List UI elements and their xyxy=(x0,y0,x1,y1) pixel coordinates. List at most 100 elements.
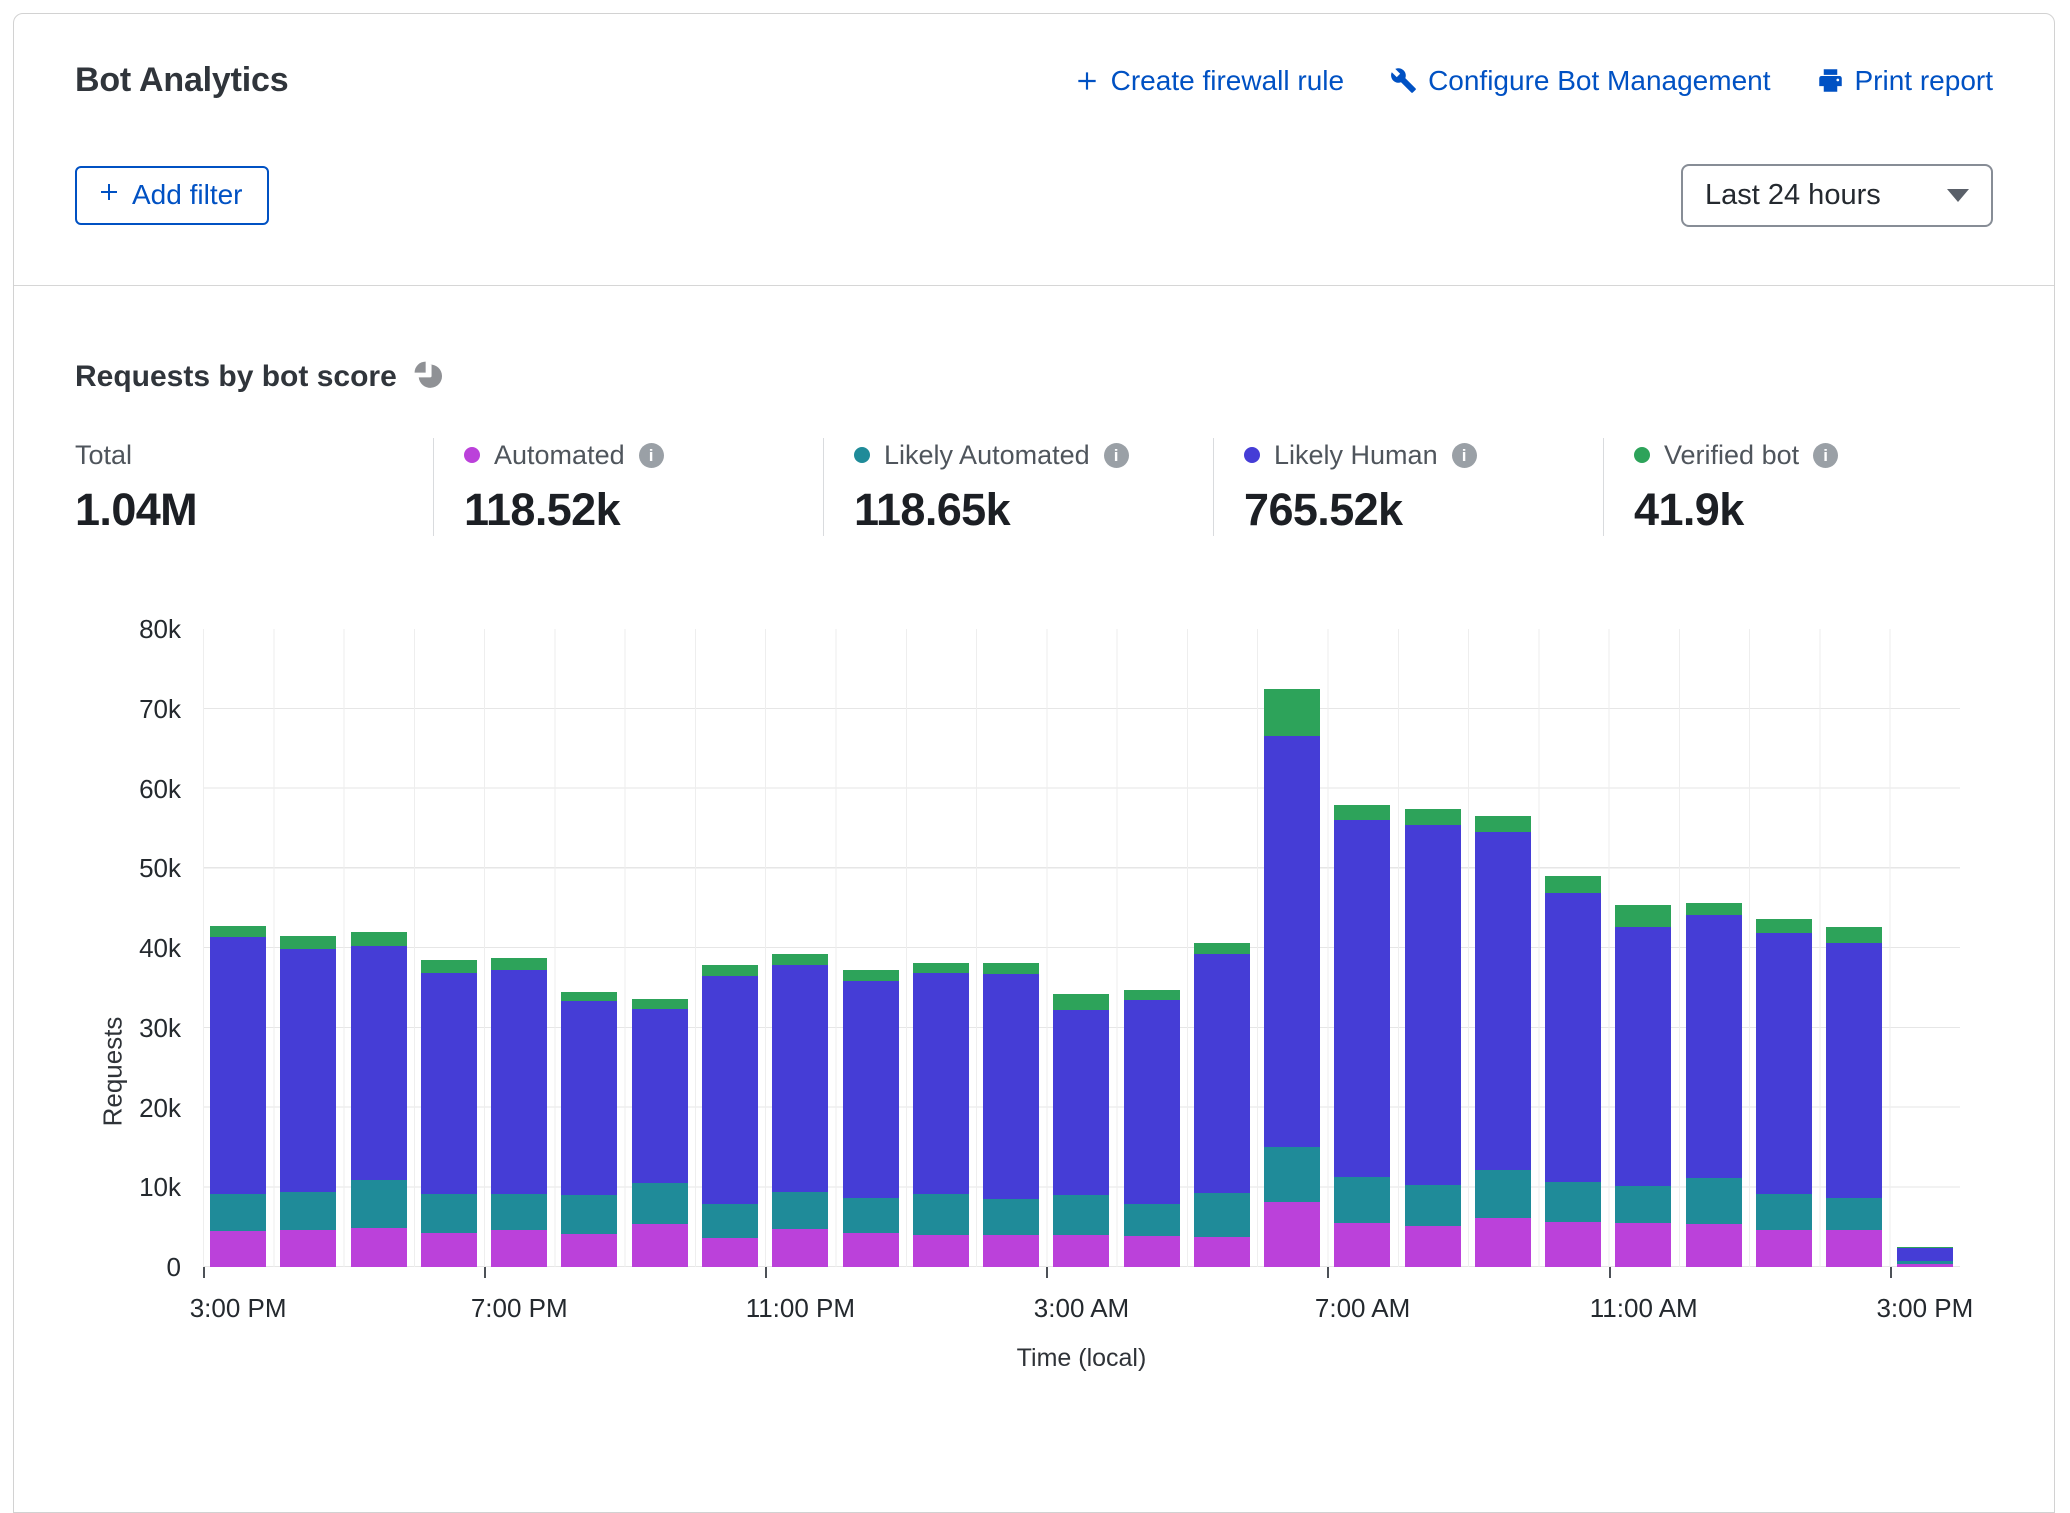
bar-4-00-pm[interactable] xyxy=(280,936,337,1267)
bar-segment-likely-human[interactable] xyxy=(1404,825,1461,1185)
bar-segment-likely-automated[interactable] xyxy=(1123,1204,1180,1236)
bar-segment-verified-bot[interactable] xyxy=(701,964,758,976)
bar-segment-automated[interactable] xyxy=(1755,1229,1812,1267)
bar-segment-likely-human[interactable] xyxy=(701,975,758,1205)
bar-segment-likely-automated[interactable] xyxy=(210,1194,267,1232)
bar-3-00-am[interactable] xyxy=(1053,994,1110,1267)
bar-segment-likely-automated[interactable] xyxy=(280,1192,337,1230)
bar-segment-likely-automated[interactable] xyxy=(912,1194,969,1236)
bar-segment-verified-bot[interactable] xyxy=(210,925,267,937)
bar-segment-automated[interactable] xyxy=(350,1227,407,1267)
bar-segment-verified-bot[interactable] xyxy=(1545,876,1602,893)
bar-10-00-am[interactable] xyxy=(1545,876,1602,1267)
bar-segment-automated[interactable] xyxy=(772,1228,829,1267)
bar-3-00-pm[interactable] xyxy=(210,925,267,1267)
bar-segment-verified-bot[interactable] xyxy=(1334,805,1391,820)
bar-segment-verified-bot[interactable] xyxy=(772,954,829,965)
bar-segment-likely-automated[interactable] xyxy=(1826,1198,1883,1231)
bar-segment-verified-bot[interactable] xyxy=(842,970,899,981)
bar-2-00-am[interactable] xyxy=(983,963,1040,1267)
bar-segment-likely-human[interactable] xyxy=(772,964,829,1193)
bar-segment-verified-bot[interactable] xyxy=(280,936,337,949)
bar-segment-likely-human[interactable] xyxy=(1685,915,1742,1179)
bar-segment-likely-automated[interactable] xyxy=(1474,1169,1531,1218)
bar-9-00-am[interactable] xyxy=(1474,816,1531,1267)
bar-segment-verified-bot[interactable] xyxy=(1896,1247,1953,1248)
bar-1-00-pm[interactable] xyxy=(1755,919,1812,1267)
bar-segment-likely-automated[interactable] xyxy=(1193,1192,1250,1237)
bar-segment-likely-automated[interactable] xyxy=(1685,1178,1742,1224)
bar-segment-automated[interactable] xyxy=(1123,1235,1180,1267)
bar-segment-verified-bot[interactable] xyxy=(631,999,688,1009)
bar-segment-likely-automated[interactable] xyxy=(561,1195,618,1234)
bar-segment-likely-automated[interactable] xyxy=(420,1194,477,1233)
bar-segment-automated[interactable] xyxy=(1896,1263,1953,1267)
bar-segment-likely-automated[interactable] xyxy=(491,1193,548,1231)
bar-segment-likely-human[interactable] xyxy=(912,972,969,1195)
bar-10-00-pm[interactable] xyxy=(701,964,758,1267)
bar-segment-automated[interactable] xyxy=(983,1235,1040,1267)
bar-segment-likely-automated[interactable] xyxy=(631,1183,688,1224)
bar-3-00-pm[interactable] xyxy=(1896,1247,1953,1267)
bar-segment-automated[interactable] xyxy=(912,1235,969,1267)
bar-1-00-am[interactable] xyxy=(912,963,969,1267)
bar-segment-verified-bot[interactable] xyxy=(1474,816,1531,832)
bar-segment-likely-automated[interactable] xyxy=(983,1199,1040,1236)
bar-segment-likely-automated[interactable] xyxy=(1404,1184,1461,1227)
bar-6-00-am[interactable] xyxy=(1264,688,1321,1267)
bar-segment-verified-bot[interactable] xyxy=(561,991,618,1002)
bar-segment-automated[interactable] xyxy=(631,1223,688,1267)
bar-segment-automated[interactable] xyxy=(1685,1223,1742,1267)
bar-segment-automated[interactable] xyxy=(1615,1223,1672,1267)
bar-segment-likely-human[interactable] xyxy=(631,1008,688,1184)
info-icon[interactable] xyxy=(1451,442,1477,468)
bar-segment-likely-human[interactable] xyxy=(350,946,407,1181)
bar-segment-verified-bot[interactable] xyxy=(491,957,548,971)
bar-segment-likely-human[interactable] xyxy=(842,980,899,1199)
bar-segment-verified-bot[interactable] xyxy=(1615,904,1672,928)
bar-segment-likely-automated[interactable] xyxy=(842,1198,899,1233)
bar-segment-likely-human[interactable] xyxy=(280,948,337,1193)
bar-segment-likely-human[interactable] xyxy=(1123,999,1180,1205)
bar-segment-automated[interactable] xyxy=(491,1230,548,1267)
info-icon[interactable] xyxy=(1103,442,1129,468)
create-firewall-rule-link[interactable]: Create firewall rule xyxy=(1074,65,1344,97)
bar-segment-likely-human[interactable] xyxy=(561,1001,618,1196)
bar-segment-verified-bot[interactable] xyxy=(420,960,477,973)
bar-segment-likely-human[interactable] xyxy=(1896,1247,1953,1261)
info-icon[interactable] xyxy=(1813,442,1839,468)
bar-segment-automated[interactable] xyxy=(842,1232,899,1267)
bar-segment-automated[interactable] xyxy=(1053,1235,1110,1267)
bar-segment-likely-human[interactable] xyxy=(1474,831,1531,1170)
bar-segment-likely-human[interactable] xyxy=(1826,943,1883,1199)
bar-segment-likely-automated[interactable] xyxy=(1053,1195,1110,1236)
bar-segment-likely-human[interactable] xyxy=(1755,932,1812,1195)
bar-7-00-am[interactable] xyxy=(1334,805,1391,1267)
bar-segment-likely-automated[interactable] xyxy=(1896,1260,1953,1264)
bar-8-00-pm[interactable] xyxy=(561,991,618,1267)
bar-segment-likely-human[interactable] xyxy=(983,973,1040,1200)
bar-11-00-am[interactable] xyxy=(1615,904,1672,1267)
bar-segment-automated[interactable] xyxy=(561,1233,618,1267)
bar-segment-automated[interactable] xyxy=(701,1238,758,1267)
bar-12-00-am[interactable] xyxy=(842,970,899,1267)
bar-segment-verified-bot[interactable] xyxy=(1193,943,1250,954)
bar-segment-likely-human[interactable] xyxy=(1264,735,1321,1147)
bar-segment-likely-automated[interactable] xyxy=(1615,1185,1672,1224)
bar-segment-verified-bot[interactable] xyxy=(350,932,407,947)
info-icon[interactable] xyxy=(638,442,664,468)
bar-segment-automated[interactable] xyxy=(1545,1222,1602,1267)
bar-segment-automated[interactable] xyxy=(210,1231,267,1267)
bar-segment-automated[interactable] xyxy=(1264,1201,1321,1267)
configure-bot-management-link[interactable]: Configure Bot Management xyxy=(1390,65,1771,97)
bar-segment-automated[interactable] xyxy=(1826,1230,1883,1267)
bar-segment-verified-bot[interactable] xyxy=(1755,919,1812,933)
bar-segment-automated[interactable] xyxy=(280,1229,337,1267)
bar-8-00-am[interactable] xyxy=(1404,809,1461,1267)
bar-12-00-pm[interactable] xyxy=(1685,902,1742,1267)
bar-segment-likely-human[interactable] xyxy=(491,970,548,1194)
bar-11-00-pm[interactable] xyxy=(772,954,829,1267)
bar-segment-likely-human[interactable] xyxy=(1053,1010,1110,1196)
bar-segment-automated[interactable] xyxy=(1334,1223,1391,1267)
bar-segment-likely-human[interactable] xyxy=(1545,892,1602,1183)
